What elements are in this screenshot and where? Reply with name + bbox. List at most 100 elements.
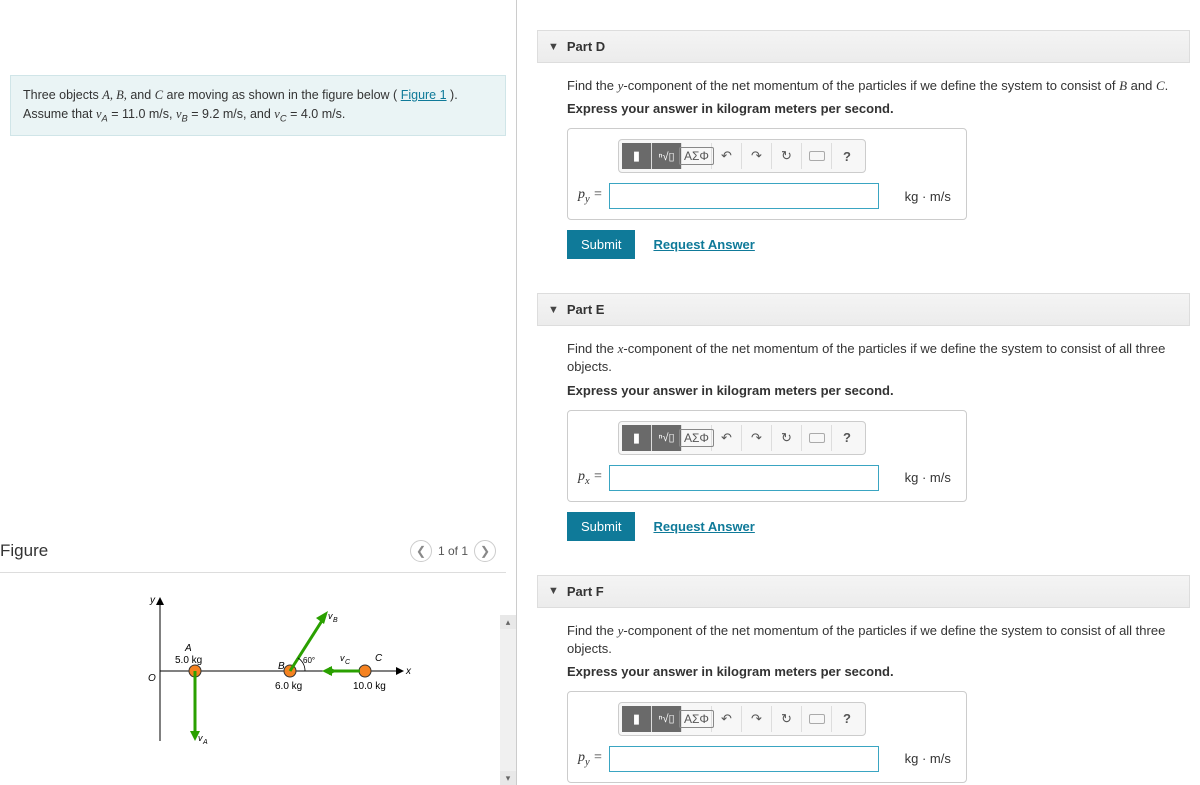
- request-answer-link[interactable]: Request Answer: [653, 519, 754, 534]
- reset-icon[interactable]: ↻: [772, 143, 802, 169]
- greek-button[interactable]: ΑΣΦ: [682, 706, 712, 732]
- answer-toolbar: ▮ ⁿ√▯ ΑΣΦ ↶ ↷ ↻ ?: [618, 421, 866, 455]
- svg-text:60°: 60°: [303, 656, 315, 665]
- part-d-hint: Express your answer in kilogram meters p…: [567, 101, 1180, 116]
- template-icon[interactable]: ▮: [622, 706, 652, 732]
- scroll-down-icon[interactable]: ▾: [500, 771, 516, 785]
- part-d-answer-box: ▮ ⁿ√▯ ΑΣΦ ↶ ↷ ↻ ? py = kg · m/s: [567, 128, 967, 220]
- part-d-header[interactable]: ▼ Part D: [537, 30, 1190, 63]
- collapse-icon: ▼: [548, 585, 559, 597]
- figure-prev-button[interactable]: ❮: [410, 540, 432, 562]
- svg-text:B: B: [278, 661, 285, 672]
- greek-button[interactable]: ΑΣΦ: [682, 425, 712, 451]
- keyboard-icon[interactable]: [802, 143, 832, 169]
- keyboard-icon[interactable]: [802, 425, 832, 451]
- redo-icon[interactable]: ↷: [742, 706, 772, 732]
- submit-button[interactable]: Submit: [567, 230, 635, 259]
- part-e-title: Part E: [567, 302, 605, 317]
- reset-icon[interactable]: ↻: [772, 706, 802, 732]
- svg-text:5.0 kg: 5.0 kg: [175, 655, 202, 666]
- part-d-title: Part D: [567, 39, 605, 54]
- part-d-var: py =: [578, 187, 603, 205]
- help-icon[interactable]: ?: [832, 143, 862, 169]
- greek-button[interactable]: ΑΣΦ: [682, 143, 712, 169]
- part-d-input[interactable]: [609, 183, 879, 209]
- right-pane: ▼ Part D Find the y-component of the net…: [517, 0, 1200, 785]
- y-axis-label: y: [149, 595, 156, 606]
- part-e-hint: Express your answer in kilogram meters p…: [567, 383, 1180, 398]
- template-icon[interactable]: ▮: [622, 143, 652, 169]
- vc-val: = 4.0 m/s.: [287, 107, 346, 121]
- part-e-input[interactable]: [609, 465, 879, 491]
- keyboard-icon[interactable]: [802, 706, 832, 732]
- figure-link[interactable]: Figure 1: [401, 88, 447, 102]
- submit-button[interactable]: Submit: [567, 512, 635, 541]
- vb-val: = 9.2 m/s, and: [188, 107, 275, 121]
- figure-next-button[interactable]: ❯: [474, 540, 496, 562]
- part-d-actions: Submit Request Answer: [567, 230, 1180, 259]
- part-f-body: Find the y-component of the net momentum…: [537, 608, 1190, 785]
- obj-ab: A, B,: [102, 88, 127, 102]
- figure-scrollbar[interactable]: ▴ ▾: [500, 615, 516, 785]
- figure-title: Figure: [0, 541, 48, 561]
- part-d-prompt: Find the y-component of the net momentum…: [567, 77, 1180, 95]
- figure-nav: ❮ 1 of 1 ❯: [410, 540, 496, 562]
- part-f-var: py =: [578, 750, 603, 768]
- svg-text:A: A: [184, 643, 192, 654]
- text: and: [130, 88, 154, 102]
- svg-text:C: C: [345, 659, 351, 666]
- left-pane: Three objects A, B, and C are moving as …: [0, 0, 517, 785]
- undo-icon[interactable]: ↶: [712, 425, 742, 451]
- part-e-unit: kg · m/s: [905, 470, 951, 485]
- part-d-input-row: py = kg · m/s: [578, 183, 956, 209]
- help-icon[interactable]: ?: [832, 425, 862, 451]
- svg-text:A: A: [202, 739, 208, 746]
- part-e-body: Find the x-component of the net momentum…: [537, 326, 1190, 544]
- part-e-prompt: Find the x-component of the net momentum…: [567, 340, 1180, 376]
- obj-c: C: [155, 88, 163, 102]
- collapse-icon: ▼: [548, 41, 559, 53]
- vc-sub: C: [280, 113, 287, 123]
- part-e-input-row: px = kg · m/s: [578, 465, 956, 491]
- figure-pager: 1 of 1: [438, 544, 468, 558]
- redo-icon[interactable]: ↷: [742, 143, 772, 169]
- scroll-up-icon[interactable]: ▴: [500, 615, 516, 629]
- origin-label: O: [148, 673, 156, 684]
- reset-icon[interactable]: ↻: [772, 425, 802, 451]
- svg-text:10.0 kg: 10.0 kg: [353, 681, 386, 692]
- part-d-unit: kg · m/s: [905, 189, 951, 204]
- part-d-body: Find the y-component of the net momentum…: [537, 63, 1190, 263]
- va-val: = 11.0 m/s,: [108, 107, 176, 121]
- undo-icon[interactable]: ↶: [712, 143, 742, 169]
- svg-text:B: B: [333, 617, 338, 624]
- sqrt-icon[interactable]: ⁿ√▯: [652, 706, 682, 732]
- part-f-answer-box: ▮ ⁿ√▯ ΑΣΦ ↶ ↷ ↻ ? py = kg · m/s: [567, 691, 967, 783]
- part-f-input[interactable]: [609, 746, 879, 772]
- request-answer-link[interactable]: Request Answer: [653, 237, 754, 252]
- x-axis-label: x: [405, 666, 412, 677]
- part-f-header[interactable]: ▼ Part F: [537, 575, 1190, 608]
- problem-statement: Three objects A, B, and C are moving as …: [10, 75, 506, 136]
- part-f-hint: Express your answer in kilogram meters p…: [567, 664, 1180, 679]
- answer-toolbar: ▮ ⁿ√▯ ΑΣΦ ↶ ↷ ↻ ?: [618, 702, 866, 736]
- text: Three objects: [23, 88, 102, 102]
- part-f-unit: kg · m/s: [905, 751, 951, 766]
- sqrt-icon[interactable]: ⁿ√▯: [652, 143, 682, 169]
- answer-toolbar: ▮ ⁿ√▯ ΑΣΦ ↶ ↷ ↻ ?: [618, 139, 866, 173]
- collapse-icon: ▼: [548, 304, 559, 316]
- part-e-var: px =: [578, 469, 603, 487]
- help-icon[interactable]: ?: [832, 706, 862, 732]
- part-e-answer-box: ▮ ⁿ√▯ ΑΣΦ ↶ ↷ ↻ ? px = kg · m/s: [567, 410, 967, 502]
- template-icon[interactable]: ▮: [622, 425, 652, 451]
- part-f-prompt: Find the y-component of the net momentum…: [567, 622, 1180, 658]
- part-e-actions: Submit Request Answer: [567, 512, 1180, 541]
- part-f-input-row: py = kg · m/s: [578, 746, 956, 772]
- part-e-header[interactable]: ▼ Part E: [537, 293, 1190, 326]
- undo-icon[interactable]: ↶: [712, 706, 742, 732]
- sqrt-icon[interactable]: ⁿ√▯: [652, 425, 682, 451]
- figure-header: Figure ❮ 1 of 1 ❯: [0, 536, 506, 573]
- redo-icon[interactable]: ↷: [742, 425, 772, 451]
- svg-text:C: C: [375, 653, 383, 664]
- part-f-title: Part F: [567, 584, 604, 599]
- text: are moving as shown in the figure below …: [167, 88, 398, 102]
